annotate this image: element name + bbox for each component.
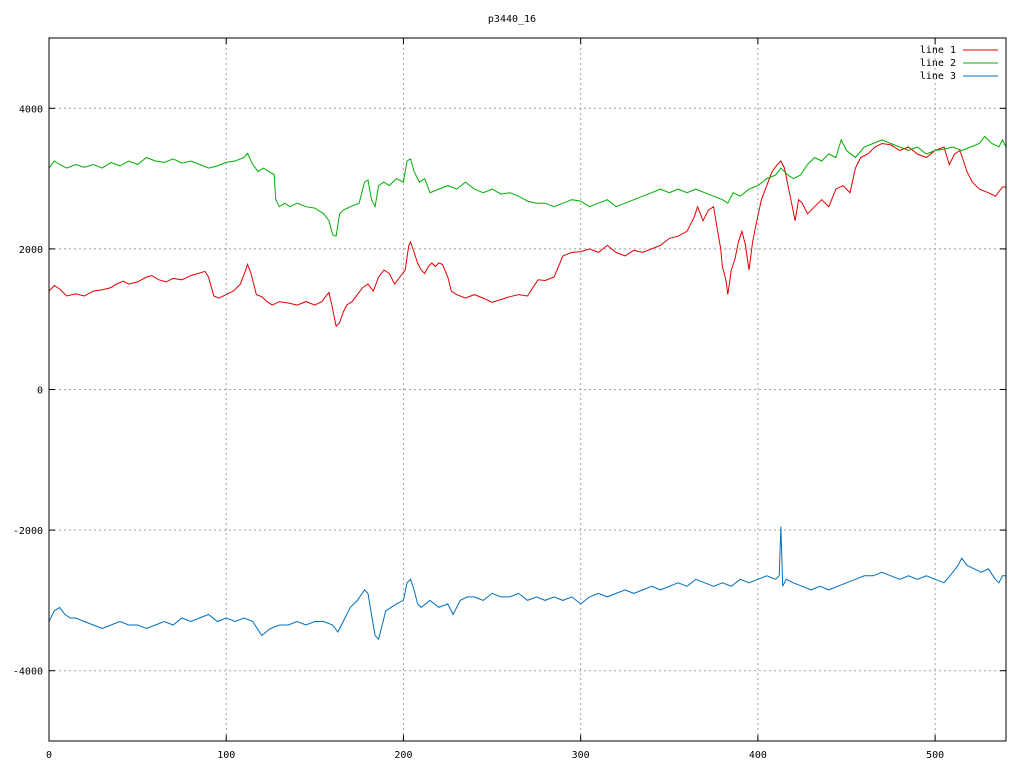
x-tick-labels: 0 100 200 300 400 500 — [46, 750, 944, 761]
series-layer — [48, 135, 1007, 641]
x-tick-label: 100 — [217, 750, 235, 761]
x-tick-label: 200 — [394, 750, 412, 761]
legend-label-3: line 3 — [920, 71, 956, 82]
legend-label-1: line 1 — [920, 45, 956, 56]
x-tick-label: 500 — [926, 750, 944, 761]
series-line-3 — [48, 526, 1006, 641]
series-line-2 — [48, 135, 1007, 237]
gridlines — [49, 38, 1006, 741]
axis-ticks — [48, 38, 1006, 741]
series-line-1 — [48, 142, 1006, 328]
legend: line 1 line 2 line 3 — [920, 45, 998, 82]
y-tick-label: -4000 — [13, 667, 43, 678]
plot-frame — [48, 37, 1007, 742]
x-tick-label: 300 — [572, 750, 590, 761]
y-tick-label: 0 — [37, 386, 43, 397]
y-tick-label: -2000 — [13, 526, 43, 537]
x-tick-label: 0 — [46, 750, 52, 761]
x-tick-label: 400 — [749, 750, 767, 761]
y-tick-labels: -4000 -2000 0 2000 4000 — [13, 104, 43, 677]
legend-label-2: line 2 — [920, 58, 956, 69]
y-tick-label: 2000 — [19, 245, 43, 256]
chart-title: p3440_16 — [488, 14, 536, 25]
y-tick-label: 4000 — [19, 104, 43, 115]
